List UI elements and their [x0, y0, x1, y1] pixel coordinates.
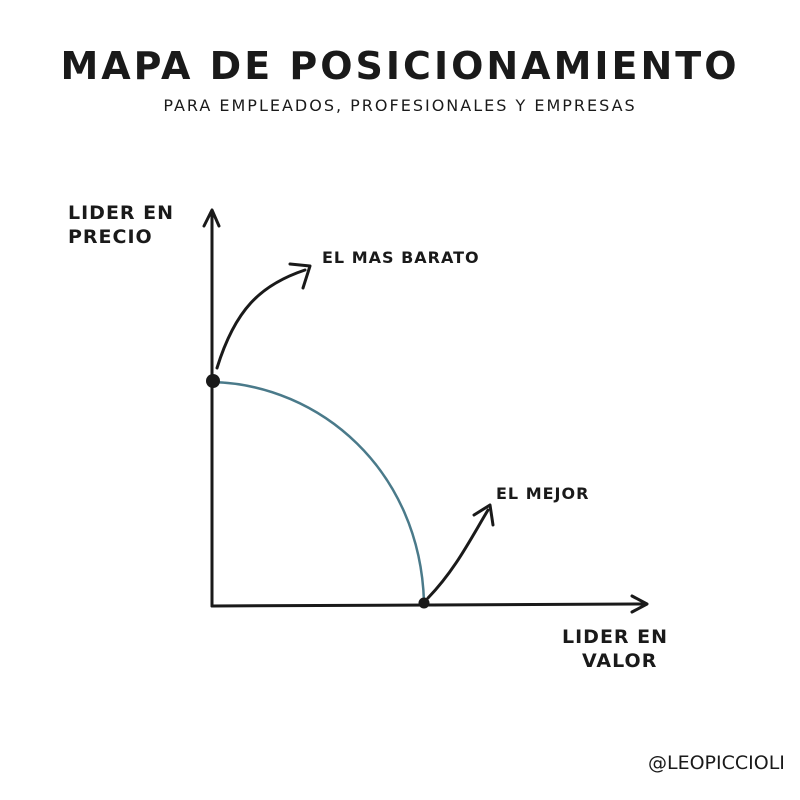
signature: @LEOPICCIOLI — [648, 752, 785, 774]
annotation-best: EL MEJOR — [496, 484, 590, 503]
point-best — [418, 597, 430, 609]
x-axis-arrowhead — [630, 594, 649, 614]
page-title: MAPA DE POSICIONAMIENTO — [60, 44, 740, 88]
annotation-cheapest: EL MAS BARATO — [322, 248, 480, 267]
point-cheapest — [206, 374, 220, 388]
x-axis-label-line2: VALOR — [582, 650, 658, 672]
page-subtitle: PARA EMPLEADOS, PROFESIONALES Y EMPRESAS — [163, 96, 637, 115]
best-arrow — [426, 508, 490, 600]
cheapest-arrow — [215, 268, 307, 370]
y-axis-label-line2: PRECIO — [68, 226, 153, 248]
y-axis-label-line1: LIDER EN — [68, 202, 175, 224]
best-arrowhead — [472, 503, 495, 527]
x-axis-label-line1: LIDER EN — [562, 626, 669, 648]
frontier-curve — [212, 380, 426, 603]
cheapest-arrowhead — [288, 262, 312, 290]
y-axis-arrowhead — [202, 208, 221, 228]
